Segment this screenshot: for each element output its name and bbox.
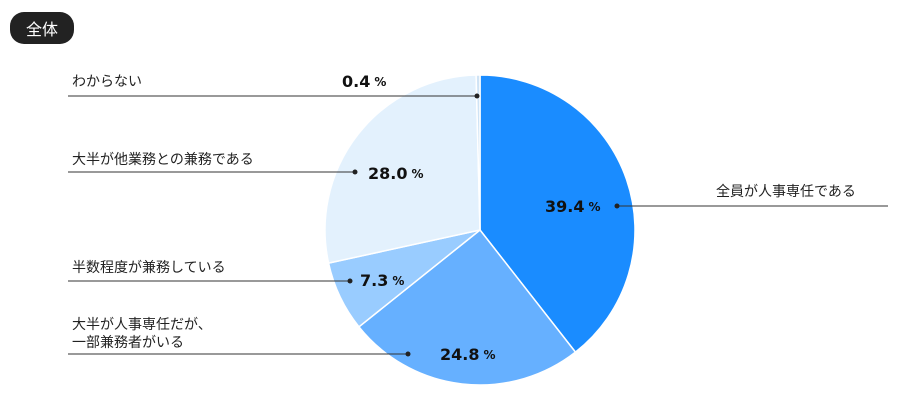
category-label: 大半が他業務との兼務である (72, 152, 254, 168)
value-label: 0.4% (342, 72, 386, 91)
value-unit: % (483, 348, 495, 362)
value-label: 39.4% (545, 197, 601, 216)
value-number: 0.4 (342, 72, 370, 91)
value-unit: % (411, 167, 423, 181)
value-number: 28.0 (368, 164, 407, 183)
category-label: 半数程度が兼務している (72, 260, 226, 276)
chart-title: 全体 (10, 12, 75, 44)
value-label: 28.0% (368, 164, 424, 183)
value-label: 7.3% (360, 271, 404, 290)
leader-dot (405, 351, 411, 357)
pie-slice (324, 74, 481, 265)
pie-slice (479, 74, 636, 354)
leader-dot (474, 93, 480, 99)
category-label: わからない (72, 74, 142, 90)
leader-dot (614, 203, 620, 209)
value-label: 24.8% (440, 345, 496, 364)
category-label: 大半が人事専任だが、 一部兼務者がいる (72, 317, 212, 351)
leader-dot (347, 278, 353, 284)
value-unit: % (588, 200, 600, 214)
pie-slice (475, 74, 481, 231)
pie-slice (357, 228, 577, 386)
value-number: 39.4 (545, 197, 584, 216)
value-unit: % (374, 75, 386, 89)
value-number: 24.8 (440, 345, 479, 364)
value-number: 7.3 (360, 271, 388, 290)
leader-dot (352, 169, 358, 175)
value-unit: % (392, 274, 404, 288)
category-label: 全員が人事専任である (716, 184, 856, 200)
